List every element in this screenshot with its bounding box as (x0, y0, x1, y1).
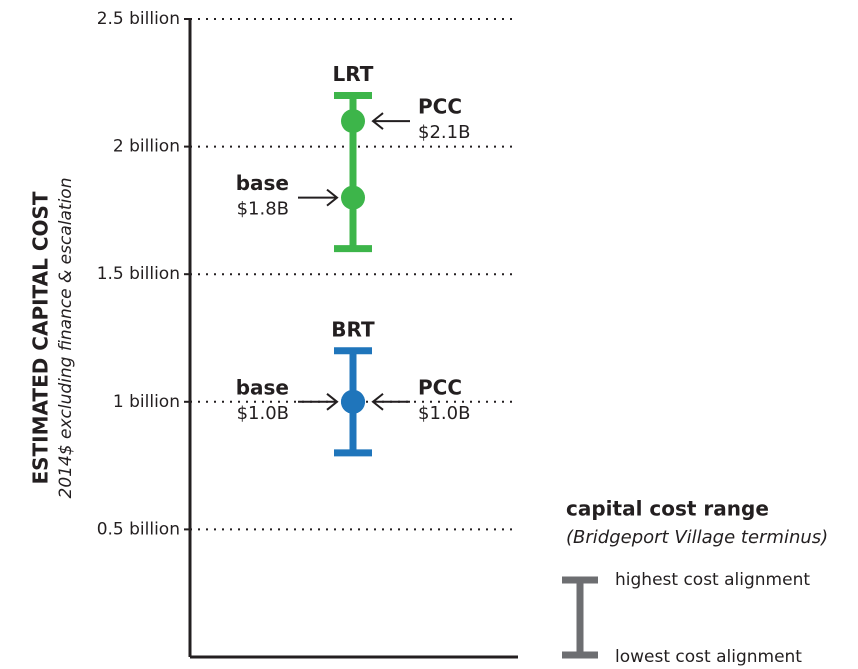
point (341, 389, 365, 414)
point (341, 109, 365, 134)
point-name: base (236, 171, 289, 195)
point-value: $2.1B (418, 122, 470, 143)
arrow-head (326, 393, 339, 411)
point-value: $1.0B (418, 403, 470, 424)
y-tick-label: 1.5 billion (97, 264, 180, 284)
series-label: LRT (333, 62, 374, 86)
point-name: PCC (418, 375, 462, 399)
point-name: PCC (418, 95, 462, 119)
y-tick-label: 2.5 billion (97, 9, 180, 29)
legend-low: lowest cost alignment (615, 647, 802, 667)
point (341, 185, 365, 210)
y-axis-title: ESTIMATED CAPITAL COST (29, 191, 53, 484)
legend-title: capital cost range (566, 497, 769, 521)
point-value: $1.0B (237, 403, 289, 424)
legend-subtitle: (Bridgeport Village terminus) (566, 527, 828, 548)
legend-high: highest cost alignment (615, 570, 810, 590)
y-tick-label: 1 billion (113, 392, 180, 412)
point-value: $1.8B (237, 199, 289, 220)
point-name: base (236, 375, 289, 399)
y-tick-label: 0.5 billion (97, 519, 180, 539)
arrow-head (371, 393, 384, 411)
arrow-head (326, 188, 339, 207)
arrow-head (371, 112, 384, 130)
y-tick-label: 2 billion (113, 137, 180, 157)
series-label: BRT (331, 317, 375, 341)
y-axis-subtitle: 2014$ excluding finance & escalation (56, 178, 76, 499)
